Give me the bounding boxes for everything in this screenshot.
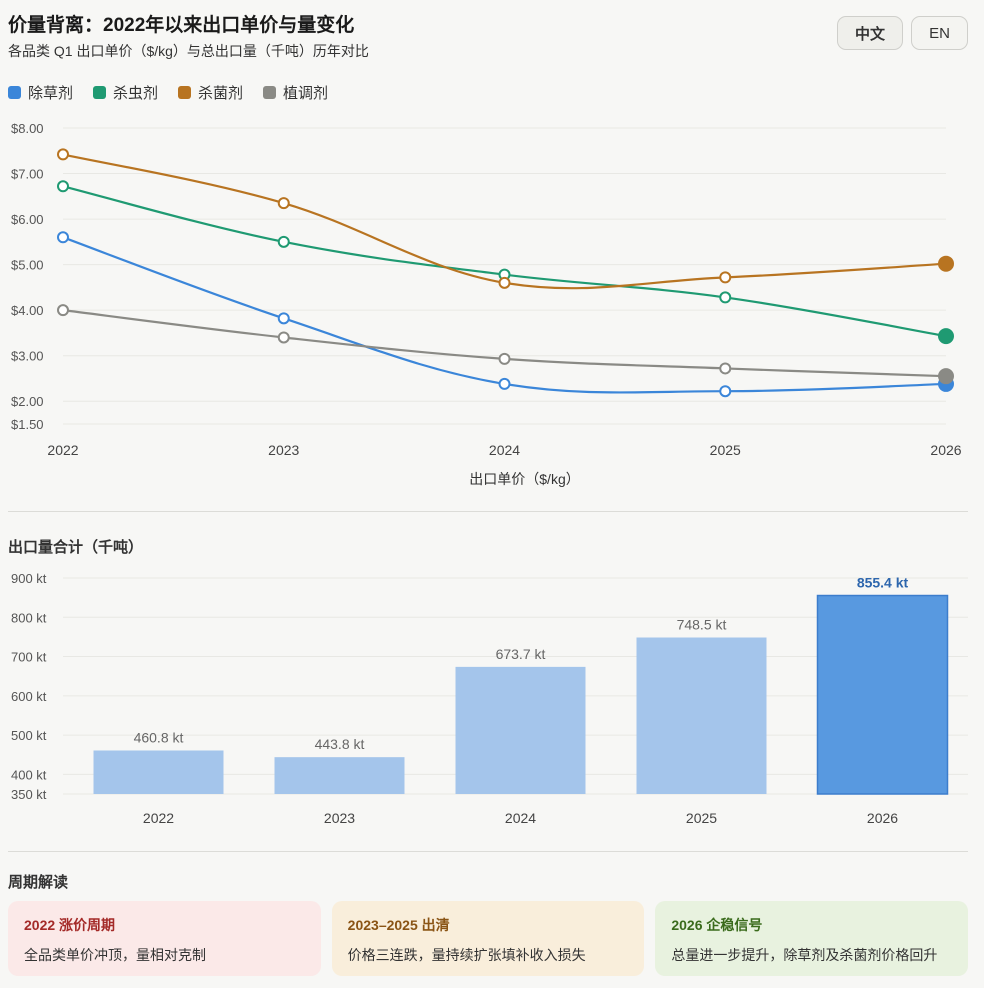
- legend-swatch: [93, 86, 107, 99]
- cycle-section-title: 周期解读: [8, 874, 69, 891]
- bar-value-label: 673.7 kt: [496, 646, 546, 662]
- y-tick-label: $1.50: [11, 417, 44, 432]
- x-tick-label: 2024: [505, 810, 536, 826]
- series-line: [62, 309, 947, 378]
- y-tick-label: 900 kt: [11, 571, 47, 586]
- legend-swatch: [263, 86, 277, 99]
- bar[interactable]: [816, 594, 949, 795]
- y-tick-label: $5.00: [11, 258, 44, 273]
- bar-value-label: 855.4 kt: [857, 575, 909, 591]
- y-tick-label: $8.00: [11, 121, 44, 136]
- chart-subtitle: 各品类 Q1 出口单价（$/kg）与总出口量（千吨）历年对比: [8, 43, 369, 59]
- data-point[interactable]: [719, 291, 732, 304]
- data-point[interactable]: [498, 276, 511, 289]
- x-tick-label: 2023: [324, 810, 355, 826]
- bar[interactable]: [93, 750, 224, 794]
- data-point[interactable]: [938, 328, 954, 345]
- y-tick-label: 500 kt: [11, 728, 47, 743]
- bar-value-label: 748.5 kt: [677, 616, 727, 632]
- bar[interactable]: [274, 757, 405, 794]
- card-text: 价格三连跌，量持续扩张填补收入损失: [347, 947, 586, 963]
- legend-item-regulator[interactable]: 植调剂: [263, 82, 328, 103]
- data-point[interactable]: [277, 235, 290, 248]
- y-tick-label: $7.00: [11, 167, 44, 182]
- legend-item-fungicide[interactable]: 杀菌剂: [178, 82, 243, 103]
- data-point[interactable]: [57, 304, 69, 317]
- x-tick-label: 2026: [867, 810, 898, 826]
- card-title: 2026 企稳信号: [671, 917, 763, 933]
- card-title: 2023–2025 出清: [347, 917, 450, 933]
- data-point[interactable]: [719, 271, 732, 284]
- bar-value-label: 460.8 kt: [134, 729, 184, 745]
- y-tick-label: 600 kt: [11, 689, 47, 704]
- cycle-card-clearance: 2023–2025 出清 价格三连跌，量持续扩张填补收入损失: [331, 901, 645, 976]
- data-point[interactable]: [938, 255, 954, 272]
- lang-en-button[interactable]: EN: [911, 16, 968, 50]
- divider: [8, 851, 968, 852]
- data-point[interactable]: [498, 377, 511, 390]
- cycle-cards: 2022 涨价周期 全品类单价冲顶，量相对克制 2023–2025 出清 价格三…: [8, 901, 969, 976]
- legend-swatch: [178, 86, 192, 99]
- data-point[interactable]: [277, 197, 290, 210]
- y-tick-label: $6.00: [11, 212, 44, 227]
- data-point[interactable]: [498, 352, 511, 365]
- legend: 除草剂 杀虫剂 杀菌剂 植调剂: [8, 82, 328, 103]
- series-line: [62, 185, 947, 338]
- x-tick-label: 2022: [47, 442, 78, 458]
- x-tick-label: 2022: [143, 810, 174, 826]
- y-tick-label: 800 kt: [11, 610, 47, 625]
- bar-value-label: 443.8 kt: [315, 736, 365, 752]
- x-tick-label: 2025: [710, 442, 741, 458]
- cycle-card-boom: 2022 涨价周期 全品类单价冲顶，量相对克制: [8, 901, 321, 976]
- x-tick-label: 2025: [686, 810, 717, 826]
- x-tick-label: 2024: [489, 442, 520, 458]
- y-tick-label: 400 kt: [11, 767, 47, 782]
- cycle-card-stabilization: 2026 企稳信号 总量进一步提升，除草剂及杀菌剂价格回升: [655, 901, 969, 976]
- x-tick-label: 2026: [930, 442, 961, 458]
- chart-title: 价量背离：2022年以来出口单价与量变化: [8, 15, 355, 36]
- bar[interactable]: [455, 666, 586, 794]
- divider: [8, 511, 968, 512]
- card-text: 全品类单价冲顶，量相对克制: [24, 947, 206, 963]
- series-line: [62, 236, 947, 394]
- price-line-chart: $8.00 $7.00 $6.00 $5.00 $4.00 $3.00 $2.00 $1.50…: [11, 121, 962, 487]
- legend-label: 除草剂: [28, 85, 74, 102]
- data-point[interactable]: [277, 312, 290, 325]
- legend-swatch: [8, 86, 21, 99]
- x-axis-label: 出口单价（$/kg）: [469, 471, 579, 487]
- y-tick-label: 700 kt: [11, 650, 47, 665]
- data-point[interactable]: [719, 385, 732, 398]
- legend-label: 杀虫剂: [113, 85, 159, 102]
- y-tick-label: $3.00: [11, 349, 44, 364]
- data-point[interactable]: [57, 180, 69, 193]
- legend-item-insecticide[interactable]: 杀虫剂: [93, 82, 158, 103]
- legend-label: 植调剂: [283, 85, 329, 102]
- card-title: 2022 涨价周期: [24, 917, 116, 933]
- volume-bar-chart: 900 kt 800 kt 700 kt 600 kt 500 kt 400 kt 350 …: [11, 571, 968, 826]
- data-point[interactable]: [57, 148, 69, 161]
- data-point[interactable]: [719, 362, 732, 375]
- card-text: 总量进一步提升，除草剂及杀菌剂价格回升: [671, 947, 938, 963]
- data-point[interactable]: [938, 368, 954, 385]
- y-tick-label: $2.00: [11, 394, 44, 409]
- legend-label: 杀菌剂: [198, 85, 244, 102]
- y-tick-label: $4.00: [11, 303, 44, 318]
- lang-zh-button[interactable]: 中文: [837, 16, 903, 50]
- x-tick-label: 2023: [268, 442, 299, 458]
- y-tick-label: 350 kt: [11, 787, 47, 802]
- bar[interactable]: [636, 637, 767, 794]
- data-point[interactable]: [57, 231, 69, 244]
- volume-chart-title: 出口量合计（千吨）: [8, 539, 144, 556]
- data-point[interactable]: [277, 331, 290, 344]
- legend-item-herbicide[interactable]: 除草剂: [8, 82, 73, 103]
